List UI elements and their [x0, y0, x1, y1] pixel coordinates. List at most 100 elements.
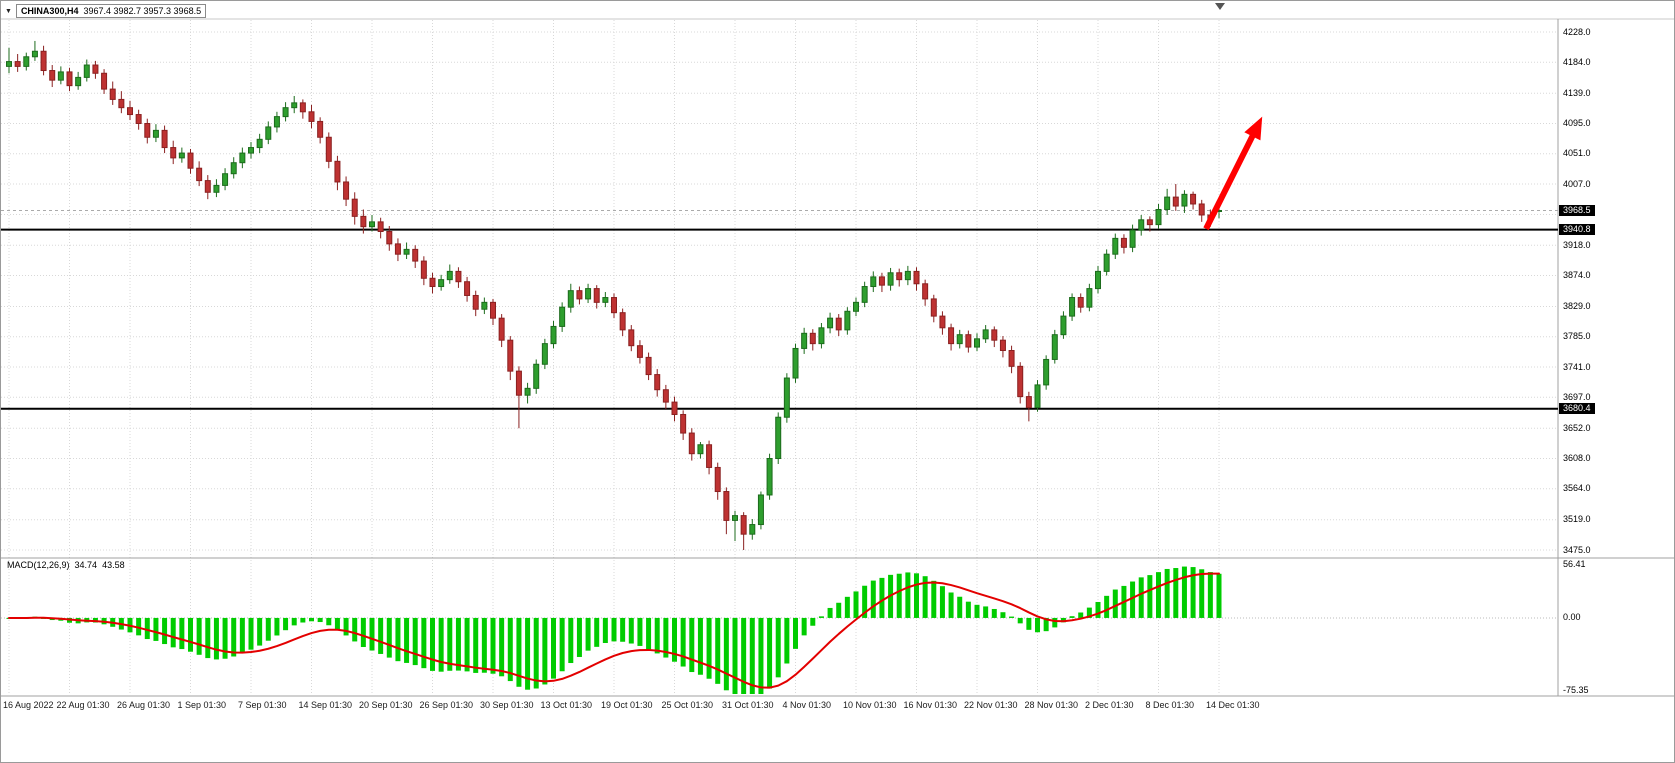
macd-histogram-bar — [378, 617, 384, 654]
macd-histogram-bar — [533, 617, 539, 689]
macd-histogram-bar — [983, 606, 989, 618]
candle-bullish — [585, 288, 592, 300]
price-axis-label: 3697.0 — [1563, 391, 1591, 402]
macd-histogram-bar — [179, 617, 185, 650]
candle-bearish — [809, 332, 816, 345]
macd-histogram-bar — [1078, 612, 1084, 618]
macd-histogram-bar — [654, 617, 660, 654]
candle-bearish — [662, 389, 669, 403]
candle-bullish — [83, 64, 90, 78]
macd-histogram-bar — [481, 617, 487, 673]
macd-histogram-bar — [862, 585, 868, 618]
macd-histogram-bar — [836, 602, 842, 618]
candle-bullish — [1043, 358, 1050, 386]
candle-bearish — [896, 272, 903, 281]
macd-histogram-bar — [412, 617, 418, 666]
candle-bullish — [1155, 208, 1162, 226]
macd-histogram-bar — [810, 617, 816, 626]
symbol-info-box: CHINA300,H4 3967.4 3982.7 3957.3 3968.5 — [15, 4, 207, 18]
candle-bearish — [49, 70, 56, 81]
candle-bullish — [844, 310, 851, 331]
macd-histogram-bar — [473, 617, 479, 673]
candle-bearish — [688, 432, 695, 455]
macd-histogram-bar — [144, 617, 150, 640]
chart-shift-marker[interactable] — [1215, 3, 1225, 10]
candle-bearish — [1172, 196, 1179, 207]
macd-histogram-bar — [317, 617, 323, 623]
macd-histogram-bar — [767, 617, 773, 689]
candle-bearish — [343, 181, 350, 200]
macd-histogram-bar — [1173, 568, 1179, 618]
hline-price-tag: 3680.4 — [1559, 402, 1595, 414]
candle-bearish — [645, 356, 652, 376]
candle-bearish — [913, 270, 920, 285]
candle-bearish — [464, 281, 471, 296]
candle-bearish — [999, 339, 1006, 352]
candle-bullish — [904, 270, 911, 281]
candle-bullish — [1069, 297, 1076, 317]
macd-histogram-bar — [749, 617, 755, 694]
candle-bullish — [1129, 229, 1136, 248]
candle-bullish — [1060, 315, 1067, 336]
candle-bullish — [541, 343, 548, 365]
macd-histogram-bar — [1095, 601, 1101, 618]
macd-histogram-bar — [421, 617, 427, 669]
macd-histogram-bar — [395, 617, 401, 662]
time-axis-label: 16 Aug 2022 — [3, 700, 54, 710]
macd-histogram-bar — [594, 617, 600, 647]
candle-bullish — [567, 290, 574, 308]
candle-bullish — [1112, 237, 1119, 255]
candle-bullish — [697, 444, 704, 455]
time-axis-label: 26 Aug 01:30 — [117, 700, 171, 710]
candle-bullish — [870, 276, 877, 288]
price-axis-label: 3874.0 — [1563, 270, 1591, 281]
macd-histogram-bar — [1060, 617, 1066, 623]
macd-histogram-bar — [576, 617, 582, 657]
candle-bearish — [187, 152, 194, 169]
candle-bullish — [533, 363, 540, 389]
macd-histogram-bar — [620, 617, 626, 642]
macd-histogram-bar — [793, 617, 799, 649]
candle-bearish — [1077, 297, 1084, 308]
macd-histogram-bar — [343, 617, 349, 636]
candle-bullish — [775, 416, 782, 460]
candle-bullish — [982, 329, 989, 340]
macd-histogram-bar — [905, 572, 911, 618]
candle-bullish — [213, 184, 220, 193]
candle-bearish — [714, 466, 721, 493]
candle-bullish — [861, 286, 868, 303]
time-axis-label: 10 Nov 01:30 — [843, 700, 897, 710]
candle-bullish — [853, 301, 860, 312]
macd-histogram-bar — [248, 617, 254, 650]
macd-main-value: 34.74 — [74, 560, 98, 570]
candle-bullish — [801, 332, 808, 349]
trend-arrow-head[interactable] — [1244, 116, 1263, 141]
time-axis-label: 2 Dec 01:30 — [1085, 700, 1134, 710]
price-axis-label: 4228.0 — [1563, 26, 1591, 37]
candle-bullish — [559, 306, 566, 327]
macd-histogram-bar — [931, 580, 937, 618]
candle-bearish — [299, 102, 306, 113]
candle-bullish — [75, 76, 82, 87]
macd-histogram-bar — [801, 617, 807, 636]
candle-bearish — [1008, 350, 1015, 367]
candle-bearish — [196, 167, 203, 182]
macd-axis-label: 0.00 — [1563, 612, 1581, 623]
macd-histogram-bar — [222, 617, 228, 659]
candle-bearish — [930, 298, 937, 317]
candle-bullish — [23, 56, 30, 67]
symbol-dropdown-icon[interactable]: ▼ — [5, 7, 12, 15]
macd-histogram-bar — [196, 617, 202, 655]
candle-bullish — [550, 325, 557, 345]
macd-histogram-bar — [239, 617, 245, 654]
trend-arrow-shaft[interactable] — [1203, 131, 1257, 231]
candle-bearish — [412, 248, 419, 262]
candle-bullish — [956, 334, 963, 345]
macd-histogram-bar — [257, 617, 263, 646]
candle-bearish — [109, 88, 116, 100]
candle-bullish — [827, 317, 834, 329]
candle-bullish — [1051, 334, 1058, 360]
time-axis-label: 19 Oct 01:30 — [601, 700, 653, 710]
candle-bearish — [101, 72, 108, 90]
